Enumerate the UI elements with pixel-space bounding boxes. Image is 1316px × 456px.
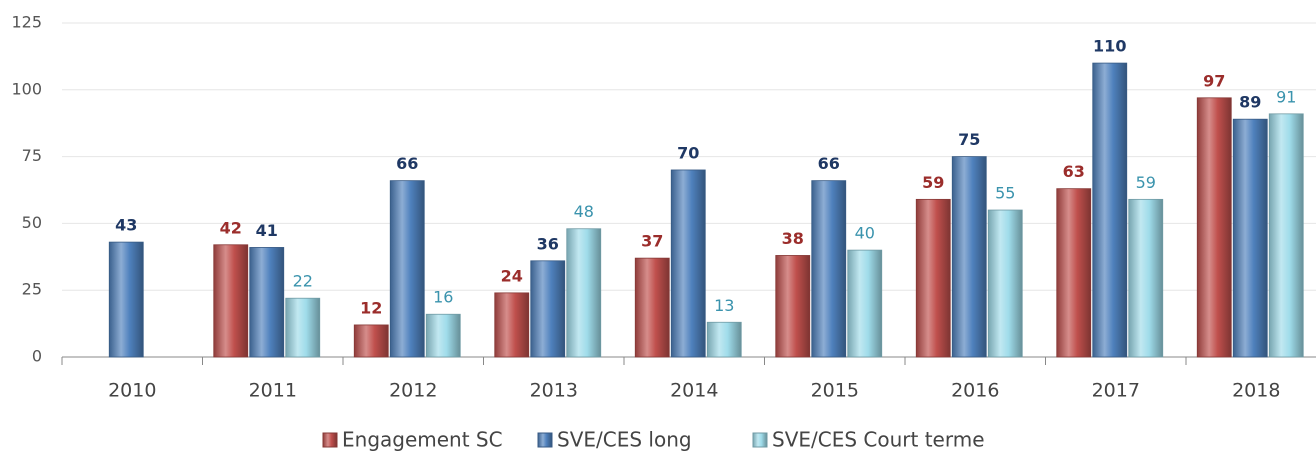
data-label: 75	[958, 130, 980, 149]
x-tick-label: 2015	[811, 380, 859, 402]
data-label: 55	[995, 184, 1015, 203]
bar	[811, 180, 847, 358]
data-label: 59	[922, 173, 944, 192]
y-tick-label: 75	[22, 146, 42, 165]
bar	[670, 169, 706, 358]
data-label: 16	[433, 288, 453, 307]
x-tick-label: 2012	[389, 380, 437, 402]
x-tick-label: 2013	[530, 380, 578, 402]
data-label: 43	[115, 216, 137, 235]
x-tick-label: 2014	[670, 380, 718, 402]
data-label: 97	[1203, 71, 1225, 90]
x-tick-label: 2016	[951, 380, 999, 402]
bar	[847, 249, 883, 358]
x-tick-label: 2017	[1092, 380, 1140, 402]
data-label: 70	[677, 143, 699, 162]
data-label: 12	[360, 298, 382, 317]
data-label: 89	[1239, 93, 1261, 112]
bar	[775, 255, 811, 358]
data-label: 41	[256, 221, 278, 240]
legend-label: SVE/CES long	[557, 428, 692, 452]
bar	[634, 257, 670, 358]
bar	[1196, 97, 1232, 358]
legend-swatch	[537, 432, 553, 448]
y-tick-label: 100	[11, 79, 42, 98]
y-tick-label: 50	[22, 213, 42, 232]
data-label: 22	[293, 272, 313, 291]
bar	[566, 228, 602, 358]
data-label: 66	[396, 154, 418, 173]
bar	[706, 321, 742, 358]
legend-label: SVE/CES Court terme	[772, 428, 985, 452]
data-label: 42	[220, 218, 242, 237]
data-label: 59	[1136, 173, 1156, 192]
data-label: 13	[714, 296, 734, 315]
legend-swatch	[322, 432, 338, 448]
bar	[1092, 62, 1128, 358]
bar	[1232, 118, 1268, 358]
bar	[987, 209, 1023, 358]
data-label: 38	[782, 229, 804, 248]
bar	[425, 313, 461, 358]
data-label: 36	[537, 234, 559, 253]
bar	[389, 180, 425, 358]
data-label: 63	[1063, 162, 1085, 181]
bar	[530, 260, 566, 358]
bar	[494, 292, 530, 358]
bar	[951, 156, 987, 358]
data-label: 110	[1093, 37, 1126, 56]
legend-swatch	[752, 432, 768, 448]
y-tick-label: 0	[32, 347, 42, 366]
data-label: 48	[574, 202, 594, 221]
data-label: 91	[1276, 87, 1296, 106]
bar	[213, 244, 249, 358]
y-tick-label: 125	[11, 13, 42, 32]
data-label: 37	[641, 232, 663, 251]
x-tick-label: 2018	[1232, 380, 1280, 402]
data-label: 40	[855, 224, 875, 243]
data-label: 66	[818, 154, 840, 173]
bar	[915, 198, 951, 358]
bar	[249, 247, 285, 358]
bar	[1128, 198, 1164, 358]
bar	[1056, 188, 1092, 358]
bar	[108, 241, 144, 358]
legend-label: Engagement SC	[342, 428, 503, 452]
x-tick-label: 2010	[108, 380, 156, 402]
x-tick-label: 2011	[249, 380, 297, 402]
bar	[353, 324, 389, 358]
y-tick-label: 25	[22, 280, 42, 299]
bar	[1268, 113, 1304, 358]
data-label: 24	[501, 266, 523, 285]
bar	[285, 297, 321, 358]
